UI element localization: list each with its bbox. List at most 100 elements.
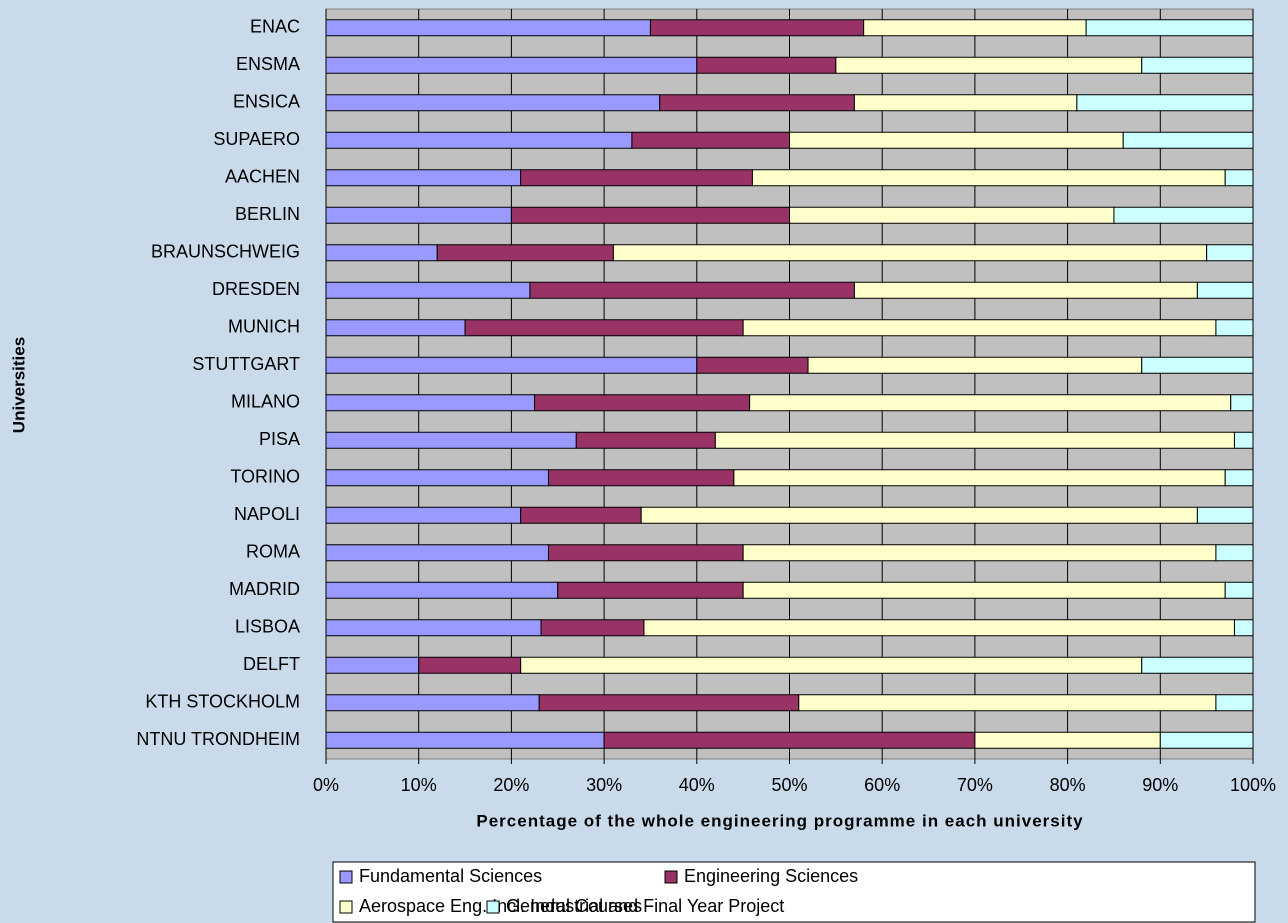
- y-tick-label: DELFT: [243, 654, 300, 674]
- bar-segment: [1196, 506, 1254, 524]
- bar-segment: [1196, 281, 1254, 299]
- bar-segment: [640, 506, 1198, 524]
- y-tick-label: PISA: [259, 429, 300, 449]
- bar-segment: [1224, 581, 1254, 599]
- bar-segment: [1113, 206, 1254, 224]
- bar-segment: [325, 131, 633, 149]
- bar-segment: [325, 431, 577, 449]
- x-tick-label: 90%: [1142, 775, 1178, 795]
- bar-segment: [659, 94, 855, 112]
- bar-segment: [631, 131, 790, 149]
- legend-label: General Courses: [506, 896, 642, 916]
- y-tick-label: ENSMA: [236, 54, 300, 74]
- y-tick-label: AACHEN: [225, 167, 300, 187]
- legend-swatch: [339, 900, 353, 914]
- bar-segment: [520, 656, 1143, 674]
- bar-segment: [520, 169, 753, 187]
- y-tick-label: MUNICH: [228, 317, 300, 337]
- bar-segment: [1215, 694, 1254, 712]
- x-tick-label: 50%: [771, 775, 807, 795]
- bar-segment: [418, 656, 522, 674]
- bar-segment: [1215, 319, 1254, 337]
- bar-segment: [436, 244, 614, 262]
- bar-segment: [1206, 244, 1254, 262]
- x-tick-label: 40%: [679, 775, 715, 795]
- bar-segment: [325, 694, 540, 712]
- bar-segment: [1141, 356, 1254, 374]
- bar-segment: [789, 131, 1124, 149]
- y-tick-label: ENSICA: [233, 92, 300, 112]
- bar-segment: [325, 619, 542, 637]
- bar-segment: [520, 506, 642, 524]
- bar-segment: [534, 394, 751, 412]
- bar-segment: [325, 169, 522, 187]
- bar-segment: [853, 281, 1198, 299]
- bar-segment: [325, 656, 420, 674]
- bar-segment: [1233, 431, 1254, 449]
- bar-segment: [547, 469, 735, 487]
- bar-segment: [1230, 394, 1254, 412]
- y-tick-label: LISBOA: [235, 617, 300, 637]
- bar-segment: [1141, 56, 1254, 74]
- bar-segment: [696, 356, 809, 374]
- y-tick-label: NTNU TRONDHEIM: [136, 729, 300, 749]
- x-tick-label: 30%: [586, 775, 622, 795]
- bar-segment: [325, 356, 698, 374]
- bar-segment: [1076, 94, 1254, 112]
- bar-segment: [1085, 19, 1254, 37]
- bar-segment: [853, 94, 1078, 112]
- bar-segment: [1224, 469, 1254, 487]
- bar-segment: [807, 356, 1143, 374]
- bar-segment: [1233, 619, 1254, 637]
- bar-segment: [733, 469, 1226, 487]
- bar-segment: [325, 544, 549, 562]
- bar-segment: [510, 206, 790, 224]
- bar-segment: [798, 694, 1217, 712]
- bar-segment: [325, 206, 512, 224]
- bar-segment: [538, 694, 800, 712]
- bar-segment: [547, 544, 744, 562]
- bar-segment: [325, 319, 466, 337]
- bar-segment: [863, 19, 1087, 37]
- bar-segment: [325, 506, 522, 524]
- y-tick-label: SUPAERO: [213, 129, 300, 149]
- bar-segment: [1159, 731, 1254, 749]
- bar-segment: [325, 394, 536, 412]
- bar-segment: [325, 281, 531, 299]
- y-tick-label: STUTTGART: [192, 354, 300, 374]
- bar-segment: [751, 169, 1226, 187]
- bar-segment: [1215, 544, 1254, 562]
- x-axis-title: Percentage of the whole engineering prog…: [476, 811, 1083, 830]
- y-tick-label: TORINO: [230, 467, 300, 487]
- y-tick-label: NAPOLI: [234, 504, 300, 524]
- bar-segment: [325, 731, 605, 749]
- bar-segment: [603, 731, 976, 749]
- legend-label: Aerospace Eng. Incl. Industrial and Fina…: [359, 896, 784, 916]
- bar-segment: [649, 19, 865, 37]
- x-tick-label: 0%: [313, 775, 339, 795]
- bar-segment: [1141, 656, 1254, 674]
- x-tick-label: 20%: [493, 775, 529, 795]
- bar-segment: [696, 56, 837, 74]
- bar-segment: [742, 581, 1226, 599]
- bar-segment: [575, 431, 716, 449]
- x-tick-label: 100%: [1230, 775, 1276, 795]
- legend-swatch: [664, 870, 678, 884]
- bar-segment: [325, 581, 559, 599]
- bar-segment: [974, 731, 1161, 749]
- y-tick-label: ROMA: [246, 542, 300, 562]
- bar-segment: [325, 94, 661, 112]
- y-tick-label: ENAC: [250, 17, 300, 37]
- bar-segment: [789, 206, 1115, 224]
- bar-segment: [1224, 169, 1254, 187]
- bar-segment: [325, 469, 549, 487]
- bar-segment: [742, 319, 1217, 337]
- y-tick-label: BERLIN: [235, 204, 300, 224]
- bar-segment: [1122, 131, 1254, 149]
- y-tick-label: MADRID: [229, 579, 300, 599]
- y-axis-title: Universities: [9, 337, 28, 433]
- x-tick-label: 10%: [401, 775, 437, 795]
- bar-segment: [742, 544, 1217, 562]
